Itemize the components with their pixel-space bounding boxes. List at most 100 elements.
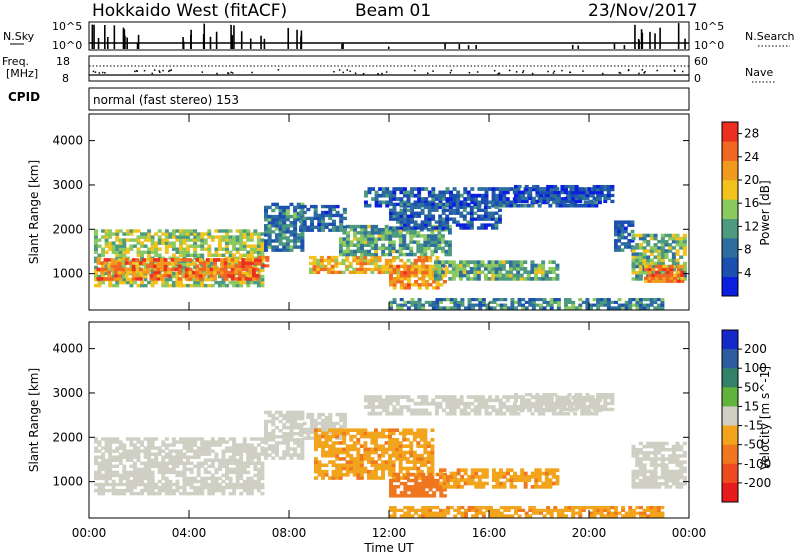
data-cell (235, 464, 240, 469)
data-cell (564, 300, 568, 304)
data-cell (175, 265, 180, 270)
freq-dot (385, 71, 388, 73)
data-cell (388, 434, 393, 439)
data-cell (388, 469, 393, 474)
data-cell (419, 234, 424, 238)
data-cell (221, 473, 226, 478)
data-cell (324, 415, 329, 420)
data-cell (384, 434, 389, 439)
data-cell (385, 398, 390, 403)
data-cell (271, 450, 276, 454)
data-cell (578, 306, 583, 310)
data-cell (505, 197, 510, 201)
data-cell (448, 208, 453, 212)
data-cell (363, 431, 368, 436)
data-cell (356, 237, 361, 241)
data-cell (676, 273, 681, 277)
data-cell (421, 306, 426, 310)
data-cell (285, 416, 290, 421)
data-cell (242, 244, 247, 248)
data-cell (391, 227, 396, 232)
data-cell (223, 270, 228, 275)
data-cell (456, 200, 461, 205)
freq-dot (227, 72, 229, 74)
data-cell (556, 303, 561, 307)
data-cell (469, 217, 474, 221)
data-cell (403, 267, 408, 272)
data-cell (658, 279, 663, 283)
data-cell (421, 280, 426, 284)
data-cell (111, 488, 116, 493)
data-cell (484, 471, 489, 476)
data-cell (132, 485, 137, 490)
data-cell (455, 202, 460, 207)
data-cell (260, 280, 265, 285)
data-cell (207, 244, 212, 248)
data-cell (638, 441, 643, 446)
data-cell (424, 411, 429, 416)
data-cell (171, 470, 176, 475)
data-cell (442, 298, 447, 302)
data-cell (439, 474, 443, 479)
data-cell (409, 444, 414, 448)
data-cell (610, 193, 615, 198)
data-cell (503, 303, 508, 307)
data-cell (221, 464, 226, 469)
data-cell (299, 204, 304, 209)
data-cell (424, 214, 429, 218)
data-cell (439, 298, 443, 302)
data-cell (125, 277, 130, 282)
data-cell (656, 306, 661, 310)
data-cell (135, 277, 140, 281)
data-cell (459, 276, 463, 281)
data-cell (108, 455, 113, 459)
data-cell (671, 252, 676, 256)
data-cell (136, 229, 141, 233)
data-cell (232, 452, 237, 456)
data-cell (473, 202, 478, 207)
data-cell (179, 449, 183, 453)
data-cell (528, 190, 533, 195)
data-cell (614, 220, 618, 224)
data-cell (603, 298, 608, 302)
data-cell (456, 303, 461, 307)
data-cell (234, 267, 239, 272)
data-cell (402, 252, 407, 257)
data-cell (487, 223, 492, 227)
data-cell (348, 261, 353, 266)
data-cell (352, 473, 357, 477)
data-cell (483, 208, 488, 212)
data-cell (140, 232, 144, 236)
data-cell (271, 245, 276, 249)
data-cell (395, 249, 400, 254)
data-cell (97, 488, 102, 493)
data-cell (239, 244, 244, 248)
data-cell (359, 267, 364, 272)
data-cell (196, 283, 201, 288)
data-cell (657, 451, 662, 455)
data-cell (402, 453, 407, 458)
data-cell (328, 207, 333, 212)
data-cell (447, 246, 452, 251)
data-cell (462, 263, 467, 268)
data-cell (198, 277, 203, 281)
data-cell (578, 199, 583, 204)
data-cell (335, 441, 340, 445)
data-cell (342, 466, 347, 471)
data-cell (363, 258, 368, 263)
nsky-bar (296, 29, 298, 49)
data-cell (662, 276, 667, 280)
data-cell (664, 485, 669, 489)
data-cell (174, 258, 179, 262)
data-cell (599, 184, 604, 189)
data-cell (571, 300, 576, 304)
data-cell (614, 248, 618, 252)
data-cell (578, 196, 583, 201)
data-cell (367, 224, 372, 229)
data-cell (495, 411, 500, 416)
data-cell (129, 458, 134, 462)
data-cell (125, 479, 130, 484)
data-cell (228, 253, 233, 258)
data-cell (502, 471, 507, 476)
data-cell (232, 470, 237, 475)
